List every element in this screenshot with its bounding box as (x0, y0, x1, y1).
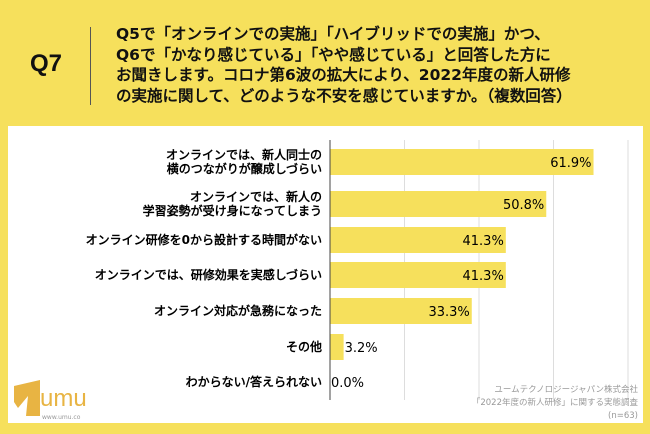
question-line: の実施に関して、どのような不安を感じていますか。（複数回答） (116, 86, 572, 105)
giraffe-logo-icon (14, 380, 40, 416)
question-text: Q5で「オンラインでの実施」「ハイブリッドでの実施」かつ、 Q6で「かなり感じて… (116, 24, 636, 106)
category-label: オンライン研修を0から設計する時間がない (86, 232, 322, 247)
data-label: 41.3% (463, 234, 504, 249)
category-label: オンラインでは、新人同士の (166, 147, 322, 162)
category-label: オンラインでは、新人の (190, 189, 322, 204)
category-label: わからない/答えられない (186, 374, 322, 389)
question-line: お聞きします。コロナ第6波の拡大により、2022年度の新人研修 (116, 66, 571, 84)
credit-line: ユームテクノロジージャパン株式会社 (494, 385, 638, 395)
bar (330, 227, 506, 253)
category-label: オンラインでは、研修効果を実感しづらい (95, 267, 322, 282)
data-label: 41.3% (463, 269, 504, 284)
question-number: Q7 (30, 50, 63, 77)
data-label: 50.8% (503, 198, 544, 213)
bar (330, 334, 344, 360)
question-line: Q6で「かなり感じている」「やや感じている」と回答した方に (116, 45, 551, 64)
category-label: 学習姿勢が受け身になってしまう (143, 203, 322, 218)
bar (330, 149, 594, 175)
data-label: 3.2% (345, 341, 378, 356)
logo-text: umu (40, 385, 87, 412)
data-label: 33.3% (428, 305, 469, 320)
question-line: Q5で「オンラインでの実施」「ハイブリッドでの実施」かつ、 (116, 25, 550, 43)
source-credit: ユームテクノロジージャパン株式会社 「2022年度の新人研修」に関する実態調査 … (472, 384, 638, 423)
bar (330, 262, 506, 288)
bar (330, 298, 472, 324)
category-label: その他 (286, 339, 322, 354)
chart-panel (8, 126, 643, 423)
header-divider (90, 27, 91, 105)
category-label: オンライン対応が急務になった (154, 303, 322, 318)
bar (330, 191, 547, 217)
credit-line: 「2022年度の新人研修」に関する実態調査 (471, 398, 638, 408)
data-label: 0.0% (331, 376, 364, 391)
credit-line: (n=63) (608, 411, 638, 421)
category-label: 横のつながりが醸成しづらい (167, 161, 322, 176)
data-label: 61.9% (550, 156, 591, 171)
logo-url: www.umu.co (42, 414, 81, 421)
